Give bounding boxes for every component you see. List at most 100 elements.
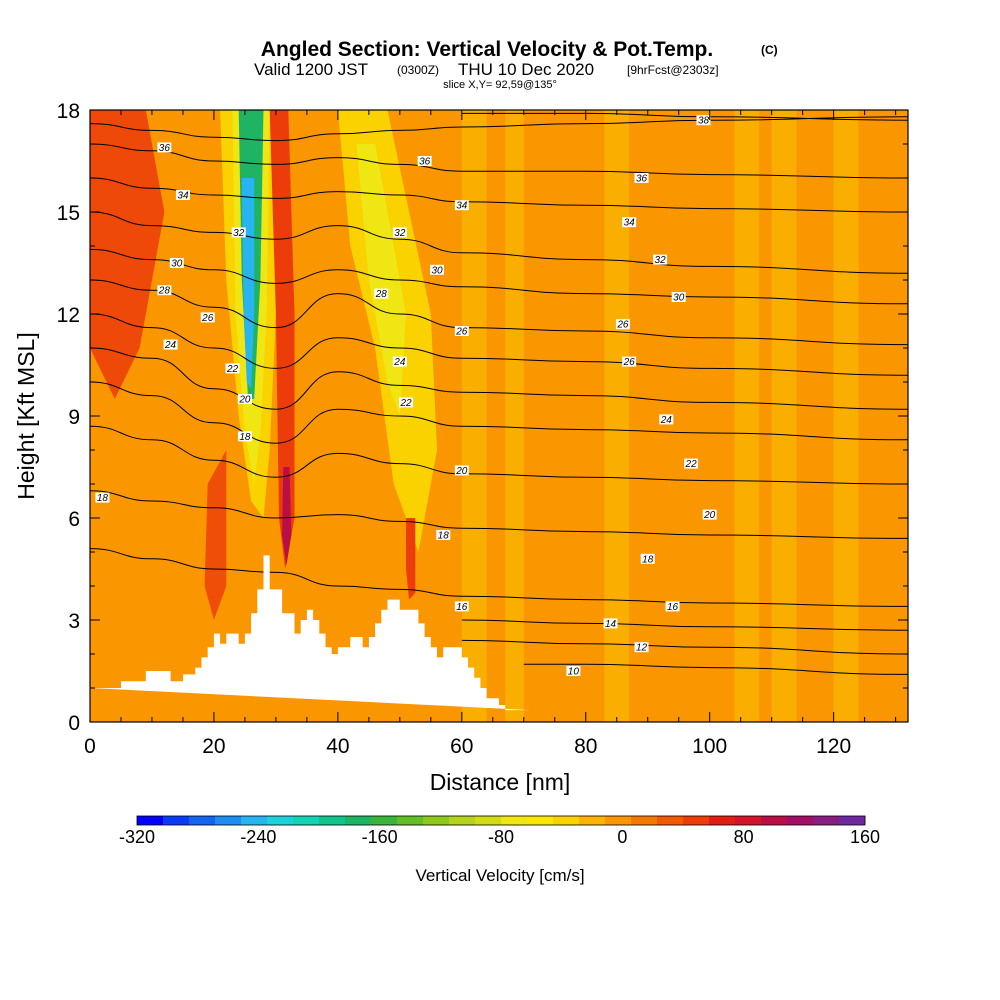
colorbar-swatch [267,816,294,825]
contour-label: 32 [655,255,667,266]
subtitle-zulu: (0300Z) [397,63,439,77]
contour-label: 18 [438,531,450,542]
x-tick-label: 0 [84,735,96,758]
contour-label-box [622,217,637,228]
contour-label-box [454,601,469,612]
contour-label-box [684,458,699,469]
contour-label-box [566,666,581,676]
colorbar-frame [136,815,866,826]
velocity-field [90,110,908,722]
colorbar-swatch [215,816,242,825]
contour-labels: 36 34 32 30 28 26 24 22 20 18 18 38 36 36 34 34 32 32 30 30… [95,115,717,678]
contour-label: 24 [164,340,177,351]
slice-label: slice X,Y= 92,59@135° [443,79,557,91]
weak-velocity-band [461,110,487,722]
copyright-mark: (C) [761,43,778,57]
contour-label: 20 [238,395,251,406]
contour-label-box [454,200,469,211]
contour-label-box [454,326,469,336]
contour-label-box [237,394,252,404]
colorbar-swatch [553,816,580,825]
contour-label-box [665,601,680,612]
contour-label-box [399,397,414,408]
contour-label: 10 [568,667,580,678]
contour-label: 30 [171,259,183,270]
x-tick-label: 80 [574,735,597,758]
contour-label: 26 [623,357,636,368]
contour-label: 20 [703,510,716,521]
contour-label: 36 [636,174,648,185]
x-tick-label: 100 [692,735,727,758]
updraft-low-left [204,450,227,620]
x-axis-label: Distance [nm] [430,769,571,795]
contour-label: 18 [239,432,251,443]
colorbar-tick-label: -320 [119,827,155,847]
contour-label-box [671,292,686,302]
contour-label-box [169,258,184,268]
contour-label-box [653,254,668,265]
colorbar-swatch [397,816,424,825]
isentrope-line [90,248,908,305]
colorbar-swatch [813,816,840,825]
chart-title: Angled Section: Vertical Velocity & Pot.… [261,38,713,61]
contour-label-box [634,642,649,653]
isentrope-line [461,639,908,655]
colorbar-swatch [319,816,346,825]
colorbar-swatch [501,816,528,825]
updraft-core [282,467,292,566]
y-tick-label: 9 [68,406,80,429]
colorbar-swatch [579,816,606,825]
contour-label-box [696,115,711,126]
contour-label: 32 [233,228,245,239]
contour-label-box [640,553,655,564]
contour-label-box [615,319,630,330]
y-tick-label: 15 [57,202,80,225]
colorbar-swatch [527,816,554,825]
isentrope-line [90,381,908,444]
contour-label: 36 [419,157,431,168]
isentrope-line [90,313,908,376]
colorbar-tick-label: 0 [617,827,627,847]
updraft-region-left [90,110,165,399]
colorbar-swatch [605,816,632,825]
weak-velocity-band [734,110,760,722]
contour-label-box [634,173,649,183]
colorbar-swatch [345,816,372,825]
subtitle-main: Valid 1200 JST [254,60,368,79]
contour-label: 22 [685,459,698,470]
colorbar-label: Vertical Velocity [cm/s] [415,866,584,885]
subtitle-forecast: [9hrFcst@2303z] [627,63,719,77]
y-tick-label: 0 [68,712,80,735]
colorbar-swatch [761,816,788,825]
contour-label: 26 [616,320,629,331]
contour-label: 26 [201,313,214,324]
contour-label: 16 [456,602,468,613]
contour-label: 32 [394,228,406,239]
colorbar-swatch [839,816,866,825]
contour-label-box [225,363,240,374]
contour-label: 30 [673,293,685,304]
contour-label-box [175,190,190,200]
contour-label: 22 [399,398,412,409]
terrain [90,555,530,711]
contour-label: 14 [605,619,617,630]
colorbar-swatch [709,816,736,825]
updraft-streak [269,110,295,569]
contour-label-box [436,530,451,540]
contour-label: 12 [636,643,648,654]
x-tick-label: 120 [816,735,851,758]
contour-label: 28 [375,289,388,300]
y-tick-label: 18 [57,100,80,123]
contour-label: 22 [226,364,239,375]
contour-label-box [454,465,469,476]
y-tick-label: 6 [68,508,80,531]
contour-label: 34 [624,218,636,229]
colorbar-tick-label: 160 [850,827,880,847]
contour-label: 30 [431,265,443,276]
contour-label-box [417,156,432,166]
axis-ticks [89,109,908,723]
colorbar: -320 -240 -160 -80 0 80 160 [119,815,880,847]
plot-area: 3634323028262422201818383636343432323030… [57,100,909,758]
contour-label-box [430,264,445,275]
y-axis-label: Height [Kft MSL] [13,332,39,499]
